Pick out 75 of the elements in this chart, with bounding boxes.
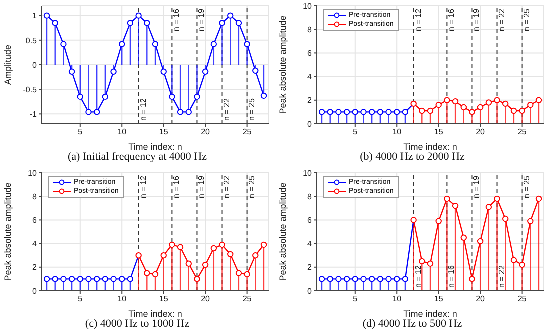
y-tick-label: -0.5 [23,85,38,94]
ref-line-label: n = 22 [222,98,232,121]
ref-line-label: n = 19 [197,8,206,32]
x-tick-label: 25 [518,128,528,137]
y-tick-label: 0.5 [26,36,38,46]
x-tick-label: 20 [476,128,486,137]
x-tick-label: 25 [518,294,528,304]
x-tick-label: 5 [353,128,358,137]
y-tick-label: 0 [308,120,313,129]
y-axis-title: Peak absolute amplitude [278,16,288,114]
y-tick-label: 4 [308,72,313,82]
x-tick-label: 5 [78,294,84,304]
y-tick-label: 8 [308,192,313,202]
y-axis-title: Peak absolute amplitude [278,182,288,282]
ref-line-label: n = 12 [414,8,423,32]
text: (b) 4000 Hz to 2000 Hz [359,151,466,163]
y-tick-label: 0 [32,60,38,70]
y-tick-label: 4 [32,240,38,249]
ref-line-label: n = 12 [138,175,148,198]
x-tick-label: 10 [118,294,128,304]
x-tick-label: 20 [201,294,211,304]
y-tick-label: 1 [32,12,38,21]
y-axis-title: Amplitude [3,44,14,86]
x-axis-title: Time index: n [404,309,458,319]
ref-line-label: n = 22 [497,8,506,32]
ref-line-label: n = 19 [472,8,482,32]
x-tick-label: 5 [78,128,84,137]
ref-line-label: n = 25 [247,98,256,121]
y-tick-label: 8 [32,192,38,202]
x-tick-label: 15 [434,294,444,304]
y-tick-label: 2 [32,263,38,272]
y-tick-label: 2 [308,96,313,106]
y-axis-title: Peak absolute amplitude [3,182,14,282]
x-tick-label: 15 [159,128,169,137]
y-tick-label: 8 [308,25,313,34]
x-tick-label: 15 [159,294,169,304]
y-tick-label: 2 [308,263,313,272]
y-tick-label: 6 [308,49,313,58]
ref-line-label: n = 16 [172,8,182,32]
y-tick-label: -1 [30,110,38,120]
x-tick-label: 20 [201,128,211,137]
y-tick-label: 10 [28,168,38,178]
ref-line-label: n = 16 [172,175,182,198]
x-axis-title: Time index: n [128,142,182,152]
text: (a) Initial frequency at 4000 Hz [67,151,208,163]
x-tick-label: 25 [242,128,252,137]
x-axis-title: Time index: n [128,309,182,319]
ref-line-label: n = 22 [222,175,232,198]
y-tick-label: 10 [303,168,313,178]
ref-line-label: n = 16 [447,264,456,288]
ref-line-label: n = 25 [522,8,532,32]
ref-line-label: n = 19 [472,175,482,198]
y-tick-label: 0 [308,286,313,296]
x-tick-label: 10 [118,128,128,137]
ref-line-label: n = 25 [522,175,532,198]
y-tick-label: 6 [308,216,313,226]
y-tick-label: 4 [308,240,313,249]
x-tick-label: 15 [434,128,444,137]
x-tick-label: 25 [242,294,252,304]
x-axis-title: Time index: n [404,142,458,152]
y-tick-label: 6 [32,216,38,226]
y-tick-label: 0 [32,286,38,296]
ref-line-label: n = 16 [447,8,456,32]
y-tick-label: 10 [303,2,313,11]
ref-line-label: n = 22 [497,264,506,288]
x-tick-label: 5 [353,294,358,304]
ref-line-label: n = 19 [197,175,206,198]
x-tick-label: 20 [476,294,486,304]
x-tick-label: 10 [392,294,402,304]
ref-line-label: n = 12 [138,98,148,121]
text: (d) 4000 Hz to 500 Hz [362,318,464,330]
x-tick-label: 10 [392,128,402,137]
ref-line-label: n = 12 [414,264,423,288]
text: (c) 4000 Hz to 1000 Hz [84,318,191,330]
ref-line-label: n = 25 [247,175,256,198]
